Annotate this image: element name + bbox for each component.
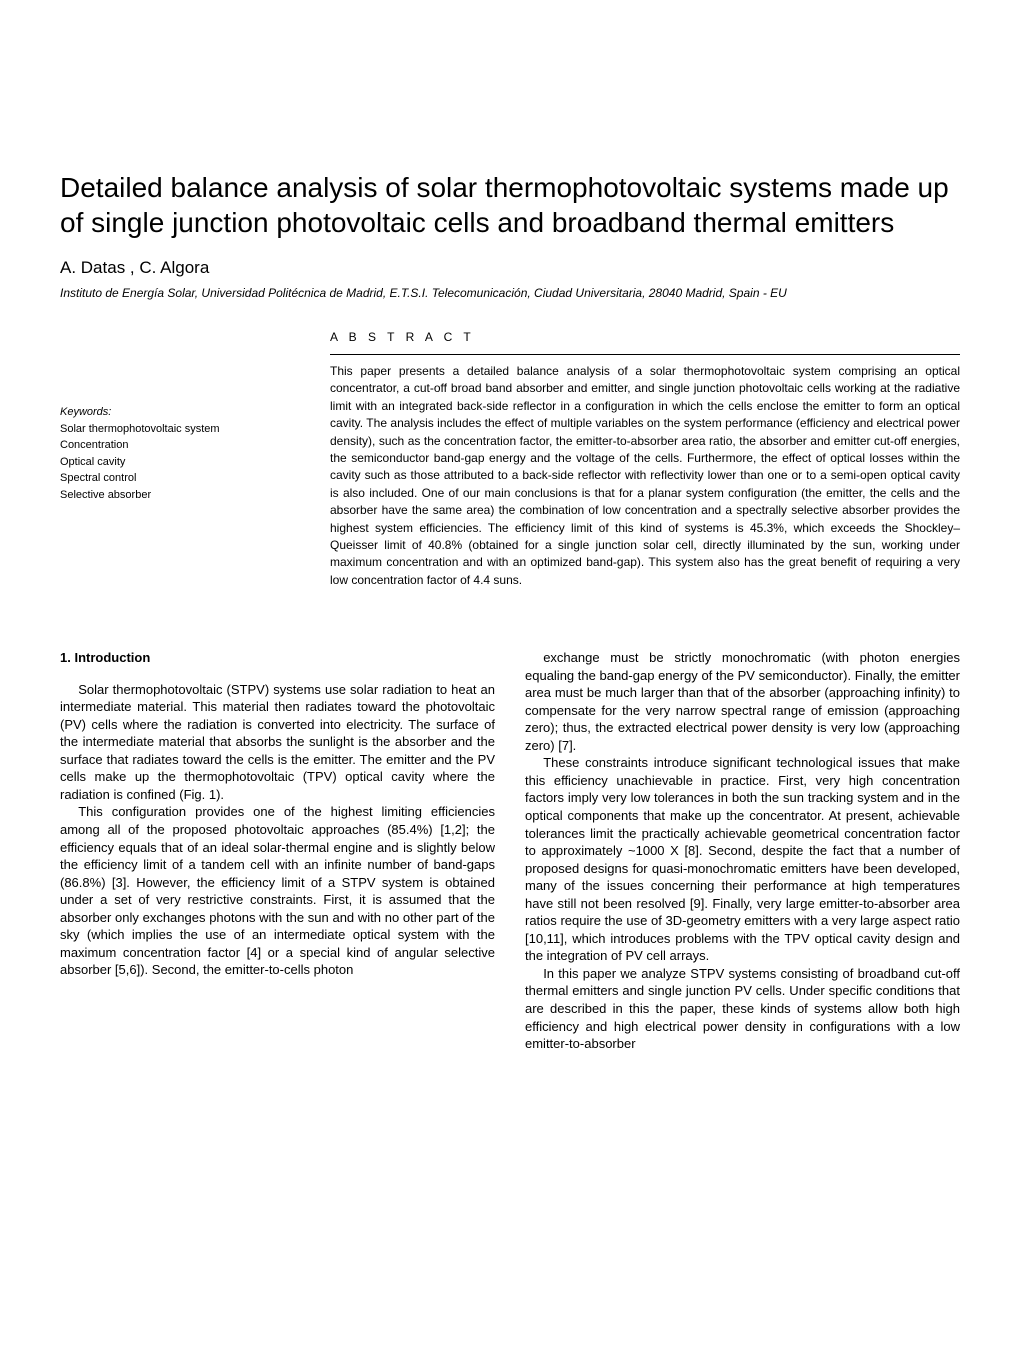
keywords-column: Keywords: Solar thermophotovoltaic syste… [60, 330, 300, 503]
paragraph: Solar thermophotovoltaic (STPV) systems … [60, 681, 495, 804]
paper-title: Detailed balance analysis of solar therm… [60, 170, 960, 240]
keyword-item: Solar thermophotovoltaic system [60, 421, 300, 438]
authors: A. Datas , C. Algora [60, 258, 960, 278]
keyword-item: Optical cavity [60, 454, 300, 471]
abstract-column: A B S T R A C T This paper presents a de… [330, 330, 960, 589]
paragraph: exchange must be strictly monochromatic … [525, 649, 960, 754]
right-column: exchange must be strictly monochromatic … [525, 649, 960, 1053]
paragraph: These constraints introduce significant … [525, 754, 960, 965]
keyword-item: Spectral control [60, 470, 300, 487]
section-heading: 1. Introduction [60, 649, 495, 667]
abstract-text: This paper presents a detailed balance a… [330, 363, 960, 589]
abstract-heading: A B S T R A C T [330, 330, 960, 344]
keyword-item: Selective absorber [60, 487, 300, 504]
keyword-item: Concentration [60, 437, 300, 454]
keywords-label: Keywords: [60, 404, 300, 421]
paragraph: This configuration provides one of the h… [60, 803, 495, 978]
body-columns: 1. Introduction Solar thermophotovoltaic… [60, 649, 960, 1053]
paragraph: In this paper we analyze STPV systems co… [525, 965, 960, 1053]
affiliation: Instituto de Energía Solar, Universidad … [60, 286, 960, 300]
abstract-rule [330, 354, 960, 355]
left-column: 1. Introduction Solar thermophotovoltaic… [60, 649, 495, 1053]
abstract-section: Keywords: Solar thermophotovoltaic syste… [60, 330, 960, 589]
